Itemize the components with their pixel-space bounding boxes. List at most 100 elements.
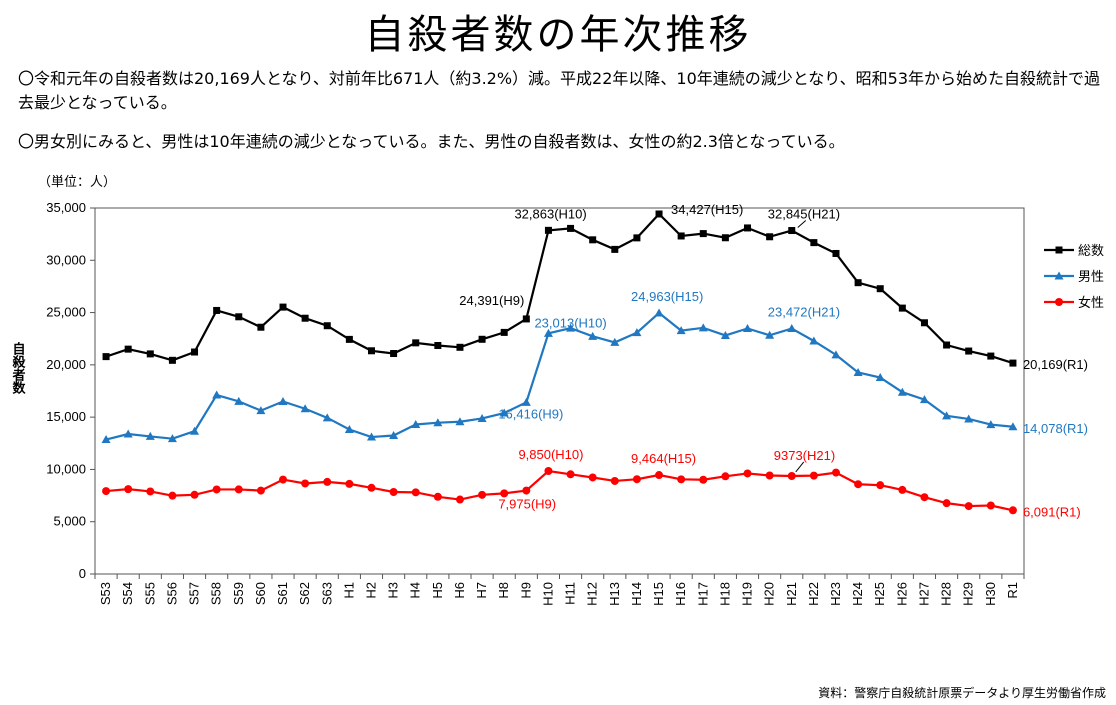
leader-line [797,220,807,228]
series-point [588,473,597,482]
x-tick-label: H8 [496,582,511,599]
data-label: 7,975(H9) [498,497,556,512]
x-tick-label: H13 [607,582,622,606]
series-point [300,404,310,413]
series-point [256,486,265,495]
series-point [124,485,133,494]
x-tick-label: H5 [430,582,445,599]
series-point [478,335,486,343]
series-point [986,501,995,510]
series-point [301,479,310,488]
series-point [145,431,155,440]
series-point [123,429,133,438]
series-point [522,486,531,495]
series-point [544,226,552,234]
y-axis-label: 自殺者数 [10,341,27,395]
series-point [920,319,928,327]
series-point [788,227,796,235]
x-tick-label: S59 [231,582,246,605]
series-point [809,471,818,480]
series-point [943,341,951,349]
series-point [743,323,753,332]
legend-item-0: 総数 [1044,244,1104,259]
series-point [589,236,597,244]
data-label: 9,464(H15) [631,451,696,466]
x-tick-label: S58 [209,582,224,605]
series-point [721,234,729,242]
data-label: 6,091(R1) [1023,504,1081,519]
data-label: 32,845(H21) [768,207,840,222]
x-tick-label: H24 [850,582,865,606]
data-label: 20,169(R1) [1023,357,1088,372]
y-tick-label: 20,000 [46,357,86,372]
x-tick-label: H28 [939,582,954,606]
x-tick-label: H27 [916,582,931,606]
y-tick-label: 25,000 [46,305,86,320]
series-point [478,490,487,499]
series-point [323,477,332,486]
summary-bullet-1: 〇令和元年の自殺者数は20,169人となり、対前年比671人（約3.2%）減。平… [18,69,1101,112]
series-point [588,331,598,340]
series-point [433,418,443,427]
series-point [323,322,331,330]
series-point [433,492,442,501]
series-line [105,212,1014,365]
series-1 [101,308,1018,444]
x-tick-label: H16 [673,582,688,606]
series-point [765,330,775,339]
series-point [213,306,221,314]
x-tick-label: S62 [297,582,312,605]
series-point [102,353,110,361]
data-label: 32,863(H10) [514,206,586,221]
series-point [367,483,376,492]
series-point [765,471,774,480]
series-point [279,475,288,484]
series-point [898,485,907,494]
y-tick-label: 5,000 [53,514,86,529]
y-tick-label: 10,000 [46,461,86,476]
x-tick-label: H18 [717,582,732,606]
unit-label: （単位：人） [38,174,116,189]
series-point [699,230,707,238]
x-tick-label: H23 [828,582,843,606]
x-tick-label: H4 [408,582,423,599]
data-label: 24,391(H9) [459,293,524,308]
legend-marker [1055,298,1063,306]
y-tick-label: 35,000 [46,200,86,215]
series-point [920,493,929,502]
series-point [146,350,154,358]
series-point [676,326,686,335]
series-point [698,323,708,332]
series-point [654,308,664,317]
series-point [543,328,553,337]
series-point [655,471,664,480]
series-point [212,390,222,399]
series-line [105,311,1014,441]
series-point [234,396,244,405]
series-point [787,471,796,480]
series-point [411,488,420,497]
series-point [390,350,398,358]
x-tick-label: H25 [872,582,887,606]
legend-item-2: 女性 [1044,295,1104,311]
x-tick-label: S56 [164,582,179,605]
x-tick-label: H17 [695,582,710,606]
series-point [102,487,111,496]
series-point [743,469,752,478]
series-point [234,485,243,494]
x-tick-label: H1 [341,582,356,599]
series-point [168,356,176,364]
series-point [366,432,376,441]
summary-bullet-2: 〇男女別にみると、男性は10年連続の減少となっている。また、男性の自殺者数は、女… [18,132,845,151]
x-tick-label: H30 [983,582,998,606]
series-point [787,324,797,333]
series-point [632,328,642,337]
series-point [279,303,287,311]
x-tick-label: S63 [319,582,334,605]
series-point [897,387,907,396]
series-point [500,328,508,336]
series-point [434,342,442,350]
series-point [1009,359,1017,367]
series-point [942,499,951,508]
series-point [898,304,906,312]
